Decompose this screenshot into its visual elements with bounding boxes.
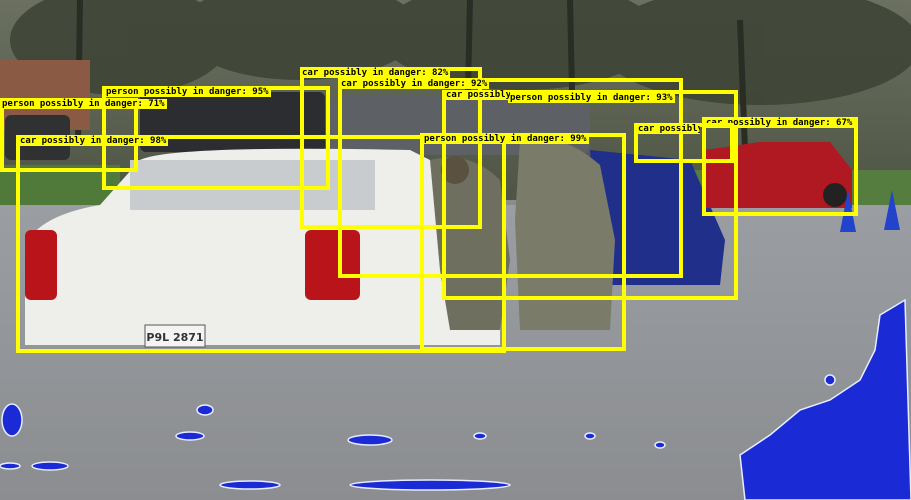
detection-box-6 [442, 90, 738, 300]
detection-label-4: person possibly in danger: 71% [0, 99, 167, 109]
detection-label-2: car possibly in danger: 92% [339, 79, 490, 89]
detection-label-9: car possibly in danger: 98% [636, 124, 700, 134]
detection-label-7: person possibly in danger: 99% [422, 134, 589, 144]
detection-label-10: car possibly in danger: 90% [444, 90, 510, 100]
license-plate-text: P9L 2871 [146, 331, 204, 344]
detection-label-3: person possibly in danger: 95% [104, 87, 271, 97]
detection-box-5 [16, 135, 506, 353]
detection-label-1: car possibly in danger: 82% [300, 68, 451, 78]
detection-label-6: person possibly in danger: 93% [508, 93, 675, 103]
detection-box-2 [338, 78, 683, 278]
detection-label-8: car possibly in danger: 67% [704, 118, 855, 128]
detection-label-5: car possibly in danger: 98% [18, 136, 169, 146]
detection-box-7 [420, 133, 626, 351]
